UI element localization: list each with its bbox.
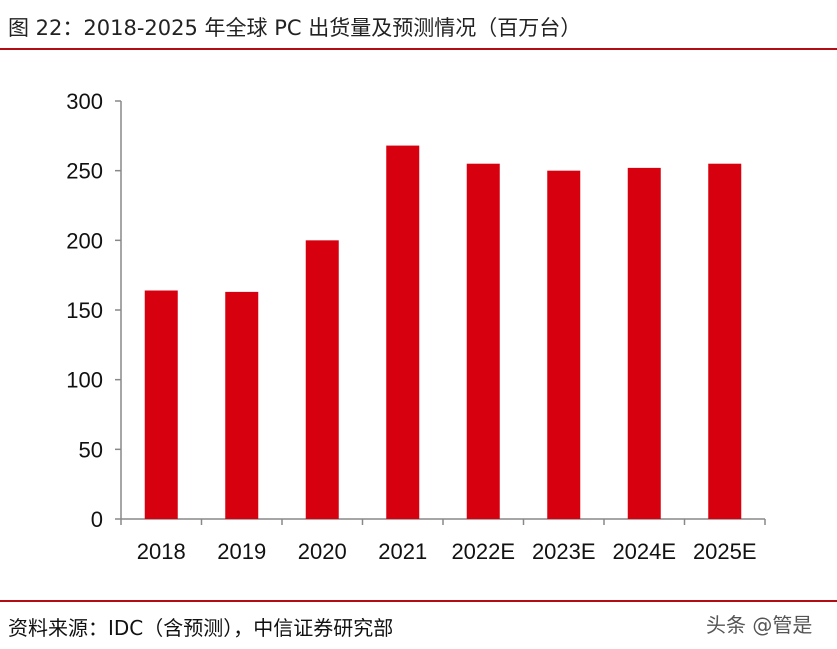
y-tick-label: 250 [66,159,103,184]
bar-2023E [547,170,581,519]
x-tick-label: 2021 [378,539,427,564]
bar-2021 [386,145,420,519]
chart-title: 图 22：2018-2025 年全球 PC 出货量及预测情况（百万台） [8,16,582,40]
watermark: 头条 @管是 [706,613,813,637]
x-tick-label: 2023E [532,539,596,564]
bar-2022E [466,163,500,519]
x-tick-label: 2022E [451,539,515,564]
bar-2019 [225,291,259,519]
bar-2020 [305,240,339,520]
x-tick-label: 2018 [137,539,186,564]
y-tick-label: 300 [66,89,103,114]
x-tick-label: 2024E [612,539,676,564]
footer-rule [0,600,837,602]
x-tick-label: 2025E [693,539,757,564]
x-tick-label: 2020 [298,539,347,564]
y-tick-label: 150 [66,298,103,323]
y-tick-label: 0 [91,507,103,532]
bar-2018 [144,290,178,519]
y-tick-label: 200 [66,228,103,253]
title-rule [0,48,837,50]
source-note: 资料来源：IDC（含预测），中信证券研究部 [8,616,394,640]
y-tick-label: 50 [79,437,103,462]
bar-2024E [627,167,661,519]
bar-2025E [708,163,742,519]
y-tick-label: 100 [66,368,103,393]
bar-chart: 0 50 100 150 200 250 300 2018 2019 2020 2021 2022E 2… [66,89,766,564]
x-tick-label: 2019 [217,539,266,564]
